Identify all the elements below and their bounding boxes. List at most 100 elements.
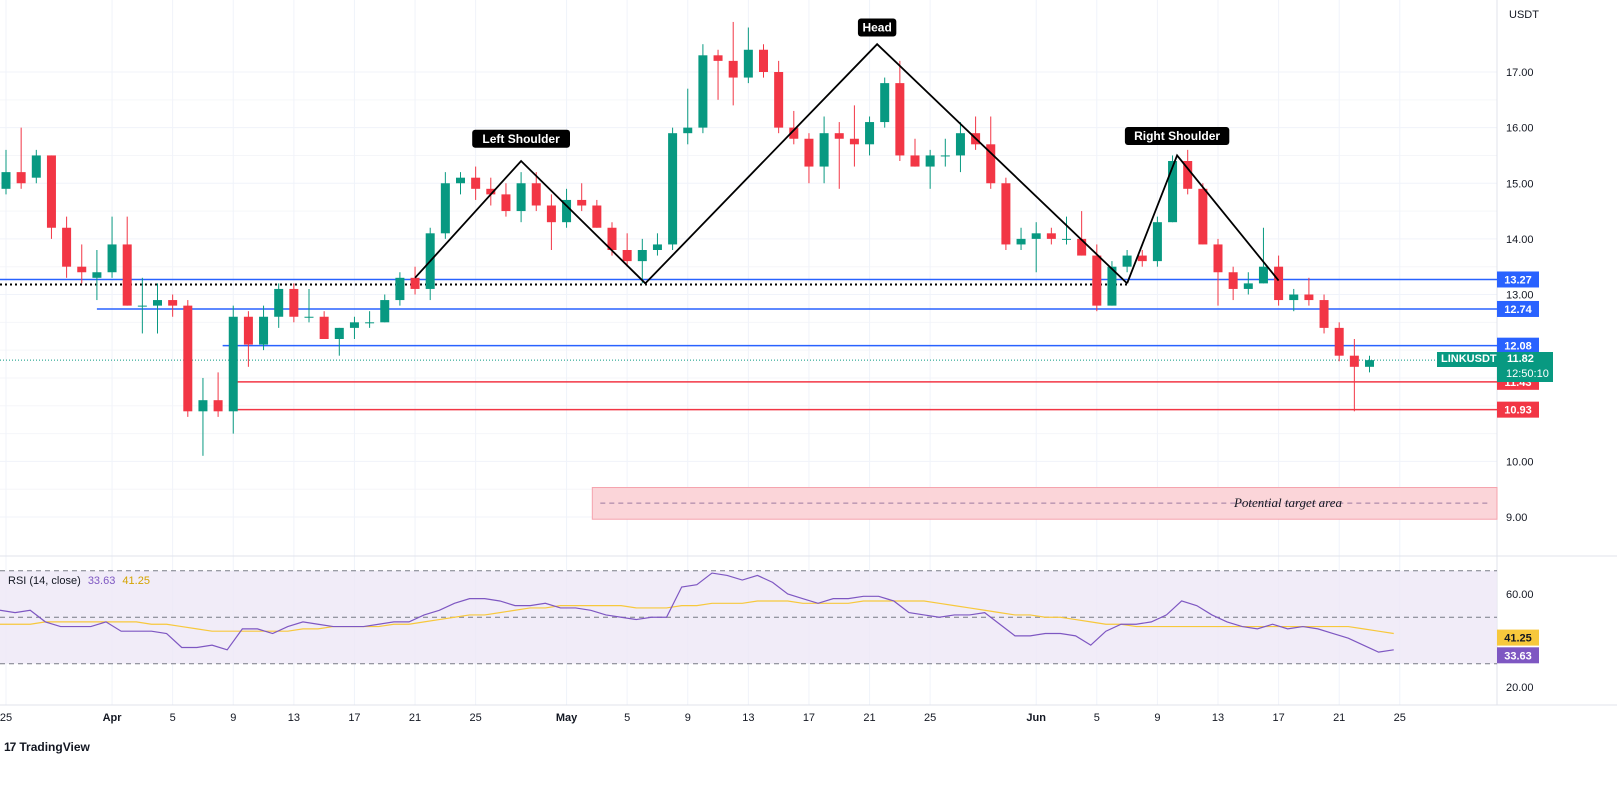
candle-body [546, 205, 556, 223]
candle-body [577, 199, 587, 206]
candle-body [380, 300, 390, 323]
level-tag: 10.93 [1497, 401, 1539, 418]
candle-body [1349, 355, 1359, 367]
candle [92, 250, 102, 301]
candle [183, 300, 193, 417]
candle-body [137, 305, 147, 307]
level-tag-bg [1497, 271, 1539, 288]
time-tick: 17 [348, 712, 360, 724]
time-tick: 21 [1333, 712, 1345, 724]
candle [228, 305, 238, 434]
candle-body [531, 183, 541, 206]
candle-body [562, 199, 572, 223]
candle-body [1016, 238, 1026, 245]
candle-body [471, 177, 481, 189]
candle-body [213, 400, 223, 412]
level-tag: 12.08 [1497, 337, 1539, 354]
candle-body [1319, 300, 1329, 328]
candle-body [334, 327, 344, 339]
candle-body [1258, 266, 1268, 284]
candle [153, 283, 162, 334]
candle [880, 77, 890, 128]
candle [1258, 227, 1268, 284]
candle [122, 216, 132, 306]
rsi-background [0, 570, 1497, 665]
candle [971, 116, 981, 150]
time-tick: 9 [685, 712, 691, 724]
time-tick: 25 [924, 712, 936, 724]
candle [319, 311, 329, 339]
price-tick: 15.00 [1506, 178, 1534, 190]
tradingview-logo[interactable]: 17 TradingView [4, 740, 90, 754]
candle-body [501, 194, 511, 212]
candle [562, 188, 572, 228]
candle-body [1198, 188, 1208, 245]
price-tick: 13.00 [1506, 290, 1534, 302]
candle [546, 194, 556, 250]
rsi-lines [0, 572, 1394, 653]
candle-body [759, 49, 768, 72]
candle-body [183, 305, 193, 412]
support-levels [0, 278, 1497, 411]
time-tick: 25 [470, 712, 482, 724]
candle [1031, 222, 1041, 273]
candle-body [304, 316, 314, 318]
level-tag-bg [1497, 401, 1539, 418]
candle [1334, 322, 1344, 362]
candle [1319, 294, 1329, 334]
level-tag: 13.27 [1497, 271, 1539, 288]
candle-body [834, 133, 844, 139]
candle [107, 216, 117, 278]
candle [743, 27, 753, 84]
time-tick: 25 [1394, 712, 1406, 724]
currency-label[interactable]: USDT [1509, 9, 1539, 21]
candle [759, 44, 768, 78]
candle-body [440, 183, 450, 234]
candle [365, 311, 375, 328]
time-tick: 21 [863, 712, 875, 724]
candle-body [456, 177, 465, 184]
candle-body [243, 316, 253, 345]
candle [410, 266, 420, 295]
candle [713, 49, 723, 100]
candle [1016, 227, 1026, 250]
rsi-legend-title: RSI (14, close) [8, 575, 81, 587]
candle [1289, 288, 1299, 312]
time-tick: 13 [288, 712, 300, 724]
pattern-line-main [414, 42, 1128, 285]
left-shoulder-label-text: Left Shoulder [482, 132, 560, 146]
candle-body [289, 288, 299, 317]
candle-body [1077, 238, 1087, 256]
right-shoulder-label-bg [1124, 126, 1230, 145]
candle [910, 138, 920, 167]
candle-body [728, 60, 738, 78]
time-axis[interactable]: 25 Apr 5 9 13 17 21 25 May 5 9 13 17 21 25 Jun 5 9 13 17 21 2… [0, 712, 1406, 724]
rsi-legend-value: 33.63 [87, 575, 116, 587]
candle-body [1304, 294, 1314, 301]
candle [395, 272, 405, 306]
left-shoulder-label: Left Shoulder [472, 129, 570, 148]
candle-body [395, 277, 405, 301]
time-tick: 5 [170, 712, 176, 724]
candle-body [153, 300, 162, 306]
tradingview-brand: TradingView [19, 740, 90, 754]
time-tick: 9 [230, 712, 236, 724]
level-tag-text: 12.08 [1504, 341, 1532, 353]
candle-body [365, 322, 375, 324]
last-price: 11.82 [1507, 353, 1534, 365]
candle [592, 199, 602, 228]
rsi-tick: 20.00 [1506, 682, 1534, 694]
candle [198, 377, 208, 456]
rsi-legend[interactable]: RSI (14, close) 33.63 41.25 [8, 575, 150, 587]
candle-body [1274, 266, 1284, 301]
time-tick: 17 [1272, 712, 1284, 724]
rsi-value-tag-text: 33.63 [1504, 650, 1532, 662]
candle-body [774, 72, 784, 128]
time-tick: 25 [0, 712, 12, 724]
candle [1228, 266, 1238, 301]
price-tick: 14.00 [1506, 234, 1534, 246]
candle-body [592, 205, 602, 228]
candle-body [607, 227, 617, 250]
